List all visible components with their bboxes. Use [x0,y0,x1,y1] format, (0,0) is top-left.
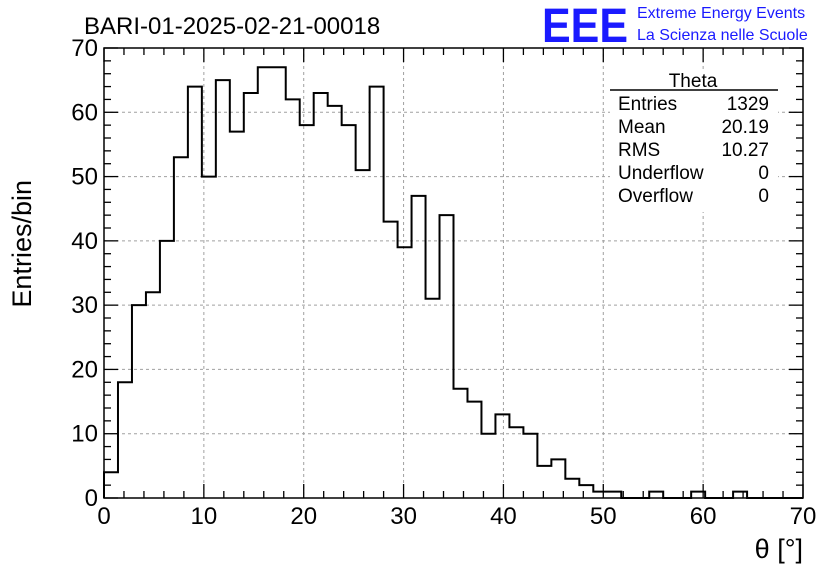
stats-label: RMS [618,140,660,161]
histogram-bin [398,247,412,498]
histogram-bin [286,99,300,498]
stats-value: 20.19 [721,117,769,138]
x-tick-label: 0 [97,503,110,530]
stats-value: 0 [758,186,769,207]
histogram-bin [509,427,523,498]
stats-box-background [610,72,778,212]
axis-ticks [103,47,804,499]
histogram-bin [565,479,579,498]
stats-label: Mean [618,117,666,138]
histogram-bin [118,382,132,498]
histogram-bin [607,492,621,498]
stats-value: 0 [758,163,769,184]
stats-value: 10.27 [721,140,769,161]
histogram-bin [551,459,565,498]
histogram-bin [426,299,440,498]
histogram-bin [440,215,454,498]
logo: EEE Extreme Energy Events La Scienza nel… [542,0,808,53]
histogram-bin [202,177,216,498]
y-tick-label: 50 [71,164,98,191]
x-tick-label: 60 [690,503,717,530]
histogram-bin [188,87,202,498]
histogram-bin [216,80,230,498]
histogram-bin [649,492,663,498]
histogram-bin [132,305,146,498]
logo-mark: EEE [542,0,628,53]
histogram-bin [579,485,593,498]
tick-labels: 0 10 20 30 40 50 60 70 0 10 20 30 40 50 60 70 [71,35,816,530]
chart-title: BARI-01-2025-02-21-00018 [84,13,380,40]
histogram-bin [314,93,328,498]
y-tick-label: 30 [71,292,98,319]
stats-box: Theta Entries 1329 Mean 20.19 RMS 10.27 Underf… [610,71,778,212]
histogram-bin [258,67,272,498]
x-tick-label: 30 [390,503,417,530]
y-tick-label: 0 [85,485,98,512]
histogram-bin [691,492,705,498]
histogram-bin [733,492,747,498]
x-tick-label: 20 [290,503,317,530]
histogram-bin [495,414,509,498]
stats-label: Entries [618,94,677,115]
histogram-bin [384,222,398,498]
histogram-bin [370,87,384,498]
histogram-bin [523,434,537,498]
histogram-bin [412,196,426,498]
histogram-bin [537,466,551,498]
histogram-bin [454,389,468,498]
histogram-bin [174,157,188,498]
x-tick-label: 10 [191,503,218,530]
y-tick-label: 40 [71,228,98,255]
histogram-bin [342,125,356,498]
y-tick-label: 70 [71,35,98,62]
y-tick-label: 20 [71,356,98,383]
stats-box-name: Theta [669,71,718,92]
stats-label: Underflow [618,163,704,184]
histogram-bin [328,106,342,498]
logo-line-1: Extreme Energy Events [637,5,805,22]
y-tick-label: 60 [71,99,98,126]
histogram-bin [300,125,314,498]
histogram-bin [593,492,607,498]
plot-frame [103,47,804,499]
histogram-series-line [103,66,803,499]
histogram-bin [146,292,160,498]
histogram-bin [244,93,258,498]
histogram-bin [481,434,495,498]
histogram-bin [230,132,244,498]
y-axis-title: Entries/bin [7,180,37,308]
logo-line-2: La Scienza nelle Scuole [637,27,808,44]
stats-value: 1329 [727,94,769,115]
histogram-bin [104,472,118,498]
x-tick-label: 70 [790,503,817,530]
histogram-bin [272,67,286,498]
x-tick-label: 50 [590,503,617,530]
x-tick-label: 40 [490,503,517,530]
histogram-bin [467,402,481,498]
y-tick-label: 10 [71,421,98,448]
x-axis-title: θ [°] [755,534,803,564]
histogram-bin [160,241,174,498]
stats-label: Overflow [618,186,693,207]
histogram-bin [356,170,370,498]
